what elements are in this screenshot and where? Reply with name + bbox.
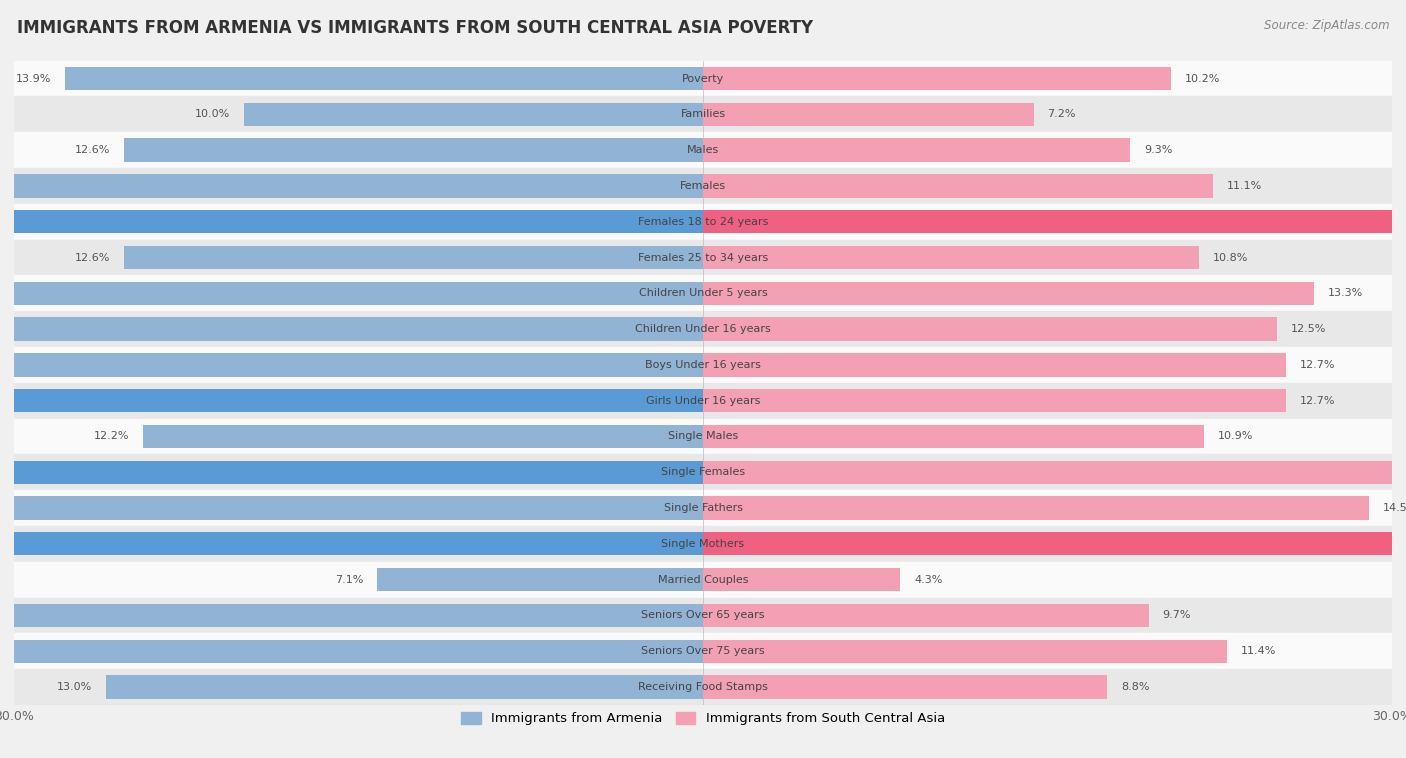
Text: Single Mothers: Single Mothers <box>661 539 745 549</box>
Text: 12.7%: 12.7% <box>1301 396 1336 406</box>
Text: 14.5%: 14.5% <box>1382 503 1406 513</box>
Bar <box>14 418 1392 454</box>
Text: 11.4%: 11.4% <box>1240 647 1275 656</box>
Text: 13.9%: 13.9% <box>15 74 51 83</box>
Bar <box>14 669 1392 705</box>
Text: Source: ZipAtlas.com: Source: ZipAtlas.com <box>1264 19 1389 32</box>
Bar <box>377 568 703 591</box>
Bar <box>14 562 1392 597</box>
Text: Single Males: Single Males <box>668 431 738 441</box>
Bar <box>0 318 703 341</box>
Bar <box>703 282 1313 305</box>
Bar <box>703 210 1406 233</box>
Text: 12.7%: 12.7% <box>1301 360 1336 370</box>
Bar <box>0 389 703 412</box>
Text: 9.3%: 9.3% <box>1144 145 1173 155</box>
Bar <box>243 102 703 126</box>
Text: Females: Females <box>681 181 725 191</box>
Bar <box>105 675 703 699</box>
Bar <box>65 67 703 90</box>
Text: 10.8%: 10.8% <box>1213 252 1249 262</box>
Text: Boys Under 16 years: Boys Under 16 years <box>645 360 761 370</box>
Text: 12.2%: 12.2% <box>93 431 129 441</box>
Bar <box>0 461 703 484</box>
Text: Males: Males <box>688 145 718 155</box>
Text: Females 25 to 34 years: Females 25 to 34 years <box>638 252 768 262</box>
Bar <box>703 318 1277 341</box>
Bar <box>703 532 1406 556</box>
Bar <box>14 168 1392 204</box>
Bar <box>703 461 1406 484</box>
Text: Females 18 to 24 years: Females 18 to 24 years <box>638 217 768 227</box>
Bar <box>703 246 1199 269</box>
Text: 9.7%: 9.7% <box>1163 610 1191 621</box>
Bar <box>703 568 900 591</box>
Text: 4.3%: 4.3% <box>914 575 942 584</box>
Bar <box>14 204 1392 240</box>
Bar <box>124 139 703 161</box>
Text: IMMIGRANTS FROM ARMENIA VS IMMIGRANTS FROM SOUTH CENTRAL ASIA POVERTY: IMMIGRANTS FROM ARMENIA VS IMMIGRANTS FR… <box>17 19 813 37</box>
Text: Single Females: Single Females <box>661 467 745 478</box>
Bar <box>703 640 1226 663</box>
Bar <box>4 496 703 520</box>
Bar <box>14 347 1392 383</box>
Bar <box>14 312 1392 347</box>
Text: 10.2%: 10.2% <box>1185 74 1220 83</box>
Bar <box>14 96 1392 132</box>
Bar <box>703 139 1130 161</box>
Bar <box>703 102 1033 126</box>
Text: 12.6%: 12.6% <box>75 252 111 262</box>
Bar <box>703 424 1204 448</box>
Bar <box>4 604 703 627</box>
Text: Families: Families <box>681 109 725 119</box>
Bar <box>14 490 1392 526</box>
Text: 10.0%: 10.0% <box>194 109 231 119</box>
Bar <box>0 353 703 377</box>
Bar <box>703 353 1286 377</box>
Text: Receiving Food Stamps: Receiving Food Stamps <box>638 682 768 692</box>
Text: 12.5%: 12.5% <box>1291 324 1326 334</box>
Text: Single Fathers: Single Fathers <box>664 503 742 513</box>
Bar <box>14 132 1392 168</box>
Bar <box>0 640 703 663</box>
Text: Children Under 16 years: Children Under 16 years <box>636 324 770 334</box>
Text: 11.1%: 11.1% <box>1226 181 1261 191</box>
Text: 7.1%: 7.1% <box>335 575 363 584</box>
Text: Poverty: Poverty <box>682 74 724 83</box>
Bar <box>14 454 1392 490</box>
Bar <box>14 383 1392 418</box>
Bar <box>703 67 1171 90</box>
Bar <box>703 675 1107 699</box>
Text: 7.2%: 7.2% <box>1047 109 1076 119</box>
Text: Girls Under 16 years: Girls Under 16 years <box>645 396 761 406</box>
Bar <box>703 496 1369 520</box>
Bar <box>14 526 1392 562</box>
Bar <box>10 174 703 198</box>
Bar <box>14 597 1392 634</box>
Bar <box>0 532 703 556</box>
Bar <box>142 424 703 448</box>
Text: 8.8%: 8.8% <box>1121 682 1150 692</box>
Text: Seniors Over 65 years: Seniors Over 65 years <box>641 610 765 621</box>
Bar <box>14 275 1392 312</box>
Text: 12.6%: 12.6% <box>75 145 111 155</box>
Bar <box>0 210 703 233</box>
Text: Married Couples: Married Couples <box>658 575 748 584</box>
Text: 13.0%: 13.0% <box>56 682 93 692</box>
Text: Seniors Over 75 years: Seniors Over 75 years <box>641 647 765 656</box>
Bar <box>14 634 1392 669</box>
Bar <box>14 240 1392 275</box>
Bar <box>0 282 703 305</box>
Bar <box>703 604 1149 627</box>
Text: 10.9%: 10.9% <box>1218 431 1253 441</box>
Text: 13.3%: 13.3% <box>1327 288 1362 299</box>
Bar <box>703 174 1213 198</box>
Bar <box>124 246 703 269</box>
Legend: Immigrants from Armenia, Immigrants from South Central Asia: Immigrants from Armenia, Immigrants from… <box>456 706 950 731</box>
Bar <box>703 389 1286 412</box>
Bar <box>14 61 1392 96</box>
Text: Children Under 5 years: Children Under 5 years <box>638 288 768 299</box>
